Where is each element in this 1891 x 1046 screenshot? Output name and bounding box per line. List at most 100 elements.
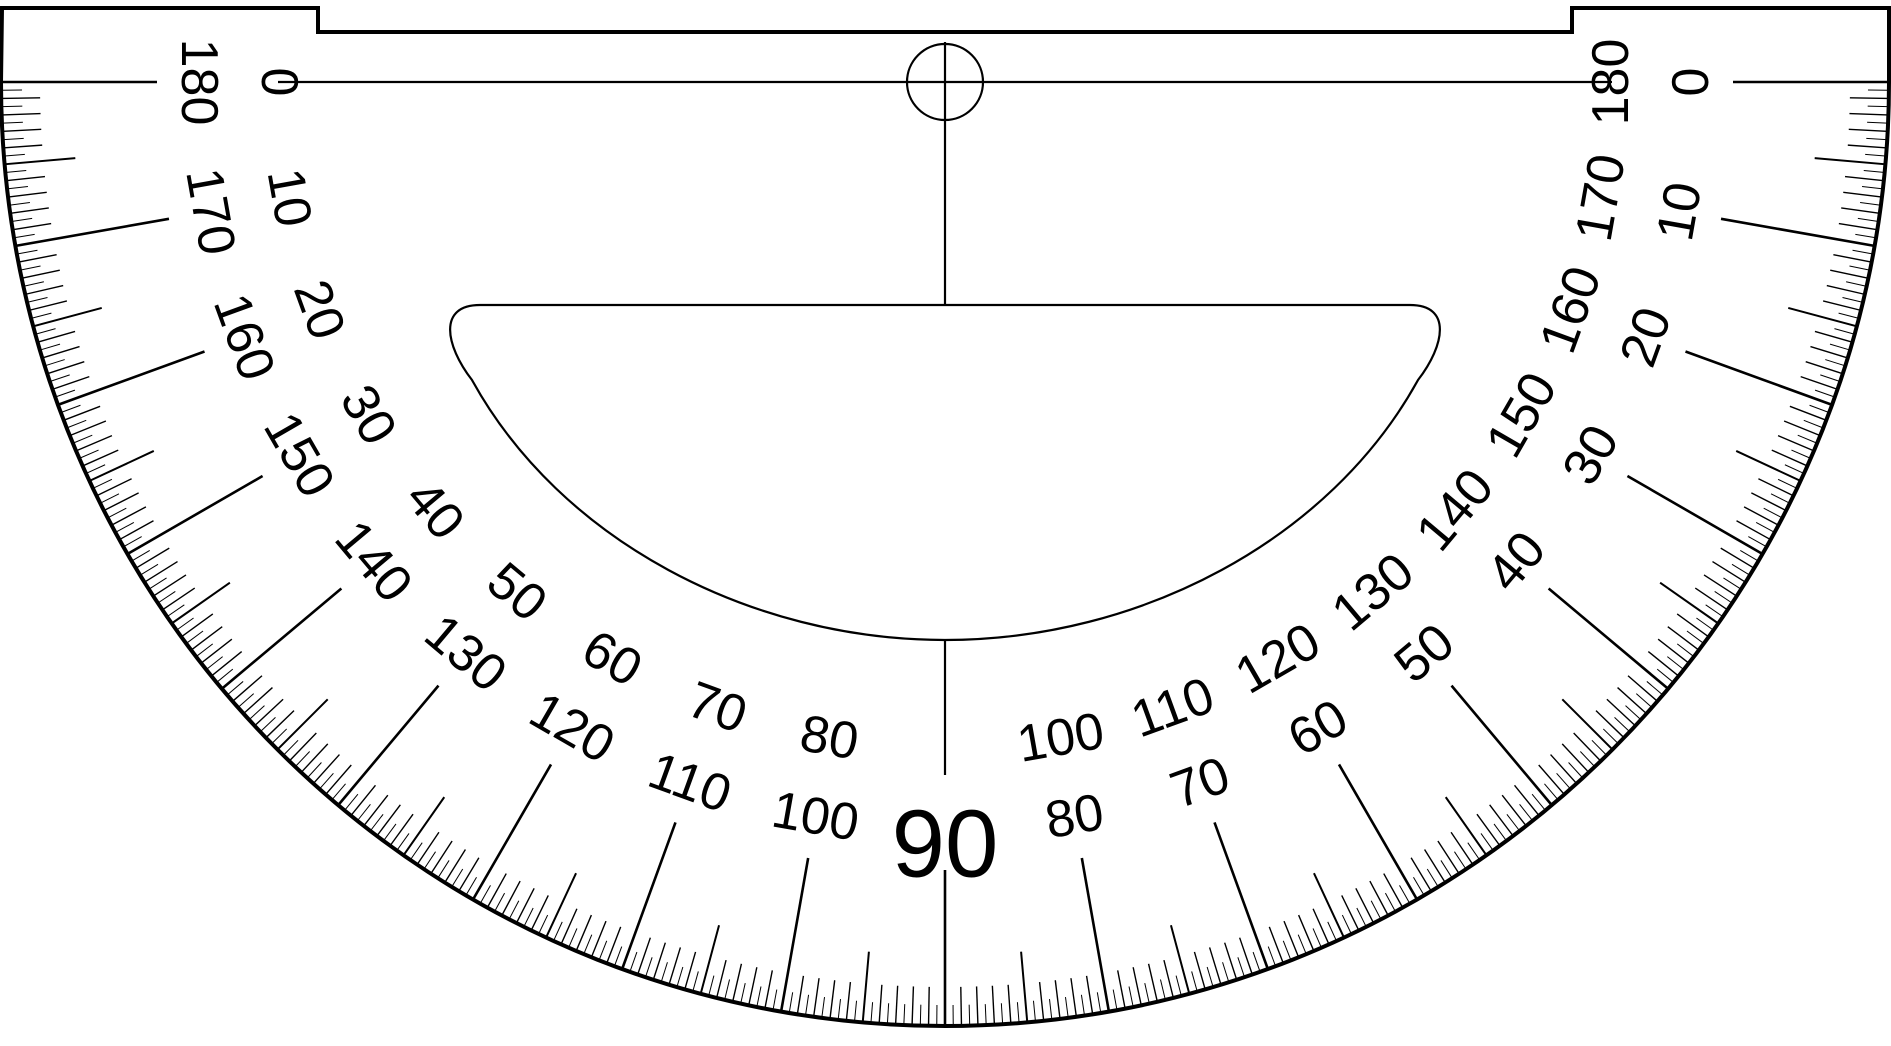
half-tick <box>1667 656 1684 670</box>
half-tick <box>1846 281 1866 287</box>
tick-152-deg <box>112 506 147 526</box>
half-tick <box>1175 975 1182 996</box>
tick-71-deg <box>1238 937 1253 974</box>
tick-177-deg <box>3 128 42 133</box>
tick-151-deg <box>119 520 154 540</box>
tick-104-deg <box>716 959 727 998</box>
half-tick <box>870 1002 874 1023</box>
half-tick <box>1635 693 1652 708</box>
tick-50-deg <box>1450 684 1553 806</box>
tick-120-deg <box>472 763 553 900</box>
half-tick <box>1191 971 1198 991</box>
degree-ticks <box>2 80 1888 1025</box>
tick-17-deg <box>1810 345 1848 359</box>
tick-9-deg <box>1838 222 1877 231</box>
half-tick <box>1834 328 1854 335</box>
half-tick <box>437 860 450 878</box>
half-tick <box>465 877 477 895</box>
tick-86-deg <box>1007 984 1012 1023</box>
half-tick <box>1426 868 1439 887</box>
tick-167-deg <box>26 284 64 295</box>
half-tick <box>1857 217 1878 222</box>
tick-164-deg <box>38 330 76 343</box>
tick-51-deg <box>1513 784 1539 816</box>
tick-150-deg <box>127 474 264 555</box>
tick-169-deg <box>19 253 57 263</box>
half-tick <box>1842 296 1863 303</box>
tick-52-deg <box>1501 794 1527 826</box>
tick-178-deg <box>2 112 41 116</box>
half-tick <box>93 478 113 489</box>
tick-102-deg <box>748 967 758 1005</box>
half-tick <box>1480 833 1494 851</box>
half-tick <box>1814 389 1835 398</box>
half-tick <box>6 169 27 173</box>
half-tick <box>1206 966 1214 987</box>
half-tick <box>206 656 223 670</box>
tick-114-deg <box>560 908 578 944</box>
tick-112-deg <box>591 920 607 957</box>
outer-scale-label: 10 <box>1646 178 1713 245</box>
half-tick <box>1000 1003 1004 1024</box>
tick-176-deg <box>4 144 43 149</box>
tick-135-deg <box>277 698 329 750</box>
half-tick <box>1252 951 1261 972</box>
inner-scale-label: 10 <box>256 164 323 231</box>
tick-166-deg <box>29 300 68 311</box>
tick-162-deg <box>47 360 85 375</box>
half-tick <box>1860 201 1880 206</box>
half-tick <box>410 842 423 860</box>
half-tick <box>1714 591 1732 603</box>
tick-54-deg <box>1476 813 1500 846</box>
half-tick <box>1384 892 1396 911</box>
half-tick <box>1614 716 1630 732</box>
tick-16-deg <box>1814 330 1852 343</box>
tick-78-deg <box>1132 967 1142 1005</box>
half-tick <box>1866 137 1887 141</box>
half-tick <box>1370 900 1381 919</box>
tick-74-deg <box>1193 951 1206 989</box>
tick-15-deg <box>1787 306 1857 328</box>
tick-171-deg <box>13 222 52 231</box>
half-tick <box>1740 550 1758 562</box>
tick-173-deg <box>8 191 47 198</box>
tick-36-deg <box>1676 613 1709 637</box>
tick-123-deg <box>430 840 453 874</box>
half-tick <box>1705 604 1723 617</box>
tick-165-deg <box>33 306 103 328</box>
half-tick <box>598 940 608 960</box>
half-tick <box>1723 577 1741 590</box>
half-tick <box>186 630 204 644</box>
half-tick <box>344 793 359 810</box>
tick-134-deg <box>289 732 317 761</box>
half-tick <box>1544 783 1558 800</box>
half-tick <box>2 121 23 124</box>
half-tick <box>40 343 61 351</box>
tick-172-deg <box>11 207 49 214</box>
tick-163-deg <box>42 345 80 359</box>
half-tick <box>1454 851 1466 869</box>
tick-108-deg <box>652 942 667 980</box>
tick-23-deg <box>1777 434 1814 452</box>
tick-31-deg <box>1720 547 1754 569</box>
half-tick <box>1144 983 1150 1003</box>
half-tick <box>3 137 24 141</box>
tick-140-deg <box>221 587 343 690</box>
tick-30-deg <box>1626 474 1763 555</box>
half-tick <box>24 281 44 287</box>
tick-142-deg <box>201 638 233 664</box>
half-tick <box>1770 493 1790 504</box>
half-tick <box>217 668 234 683</box>
half-tick <box>1784 464 1804 474</box>
half-tick <box>1531 793 1546 810</box>
half-tick <box>1646 681 1663 695</box>
tick-170-deg <box>16 217 170 248</box>
half-tick <box>158 591 176 603</box>
half-tick <box>1327 921 1337 941</box>
tick-8-deg <box>1841 207 1879 214</box>
half-tick <box>903 1004 906 1025</box>
tick-27-deg <box>1751 492 1786 511</box>
half-tick <box>1506 813 1520 831</box>
tick-20-deg <box>1685 350 1832 406</box>
half-tick <box>1809 404 1829 413</box>
